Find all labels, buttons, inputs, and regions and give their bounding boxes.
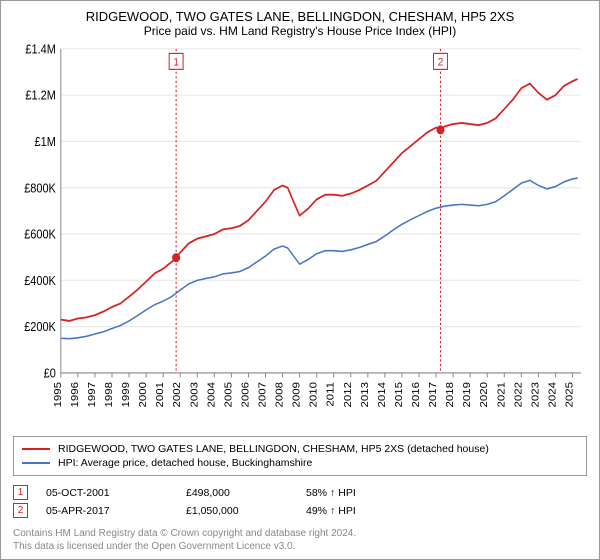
svg-text:2024: 2024	[547, 382, 558, 407]
sale-price-1: £498,000	[186, 487, 306, 499]
svg-text:£1.4M: £1.4M	[25, 43, 55, 57]
svg-text:£400K: £400K	[24, 274, 56, 288]
sale-date-1: 05-OCT-2001	[46, 487, 186, 499]
legend-item-2: HPI: Average price, detached house, Buck…	[22, 457, 578, 469]
svg-text:1996: 1996	[70, 382, 81, 407]
svg-text:2: 2	[438, 56, 444, 69]
svg-text:2015: 2015	[394, 382, 405, 407]
svg-text:£200K: £200K	[24, 321, 56, 335]
legend-label-1: RIDGEWOOD, TWO GATES LANE, BELLINGDON, C…	[58, 443, 489, 455]
footer: Contains HM Land Registry data © Crown c…	[13, 527, 587, 553]
footer-line-2: This data is licensed under the Open Gov…	[13, 540, 587, 553]
legend-swatch-2	[22, 462, 50, 464]
chart-area: £0 £200K £400K £600K £800K £1M £1.2M £1.4M 1995…	[13, 42, 587, 430]
svg-text:1998: 1998	[104, 382, 115, 407]
svg-text:2003: 2003	[189, 382, 200, 407]
legend-label-2: HPI: Average price, detached house, Buck…	[58, 457, 312, 469]
footer-line-1: Contains HM Land Registry data © Crown c…	[13, 527, 587, 540]
svg-text:£1M: £1M	[35, 135, 56, 149]
arrow-up-icon: ↑	[330, 505, 335, 517]
svg-text:1995: 1995	[52, 382, 63, 407]
sales-table: 1 05-OCT-2001 £498,000 58% ↑ HPI 2 05-AP…	[13, 482, 587, 521]
sale-delta-1: 58% ↑ HPI	[306, 487, 356, 499]
arrow-up-icon: ↑	[330, 487, 335, 499]
chart-container: RIDGEWOOD, TWO GATES LANE, BELLINGDON, C…	[0, 0, 600, 560]
svg-text:2005: 2005	[223, 382, 234, 407]
svg-text:2017: 2017	[428, 382, 439, 407]
svg-text:2000: 2000	[138, 382, 149, 407]
svg-text:2018: 2018	[445, 382, 456, 407]
chart-title: RIDGEWOOD, TWO GATES LANE, BELLINGDON, C…	[13, 9, 587, 24]
svg-text:£600K: £600K	[24, 228, 56, 242]
svg-text:2016: 2016	[411, 382, 422, 407]
svg-text:1: 1	[173, 56, 179, 69]
legend-item-1: RIDGEWOOD, TWO GATES LANE, BELLINGDON, C…	[22, 443, 578, 455]
svg-text:2012: 2012	[342, 382, 353, 407]
legend: RIDGEWOOD, TWO GATES LANE, BELLINGDON, C…	[13, 436, 587, 476]
svg-text:2006: 2006	[240, 382, 251, 407]
svg-text:2020: 2020	[479, 382, 490, 407]
svg-text:2014: 2014	[377, 382, 388, 407]
svg-text:2025: 2025	[564, 382, 575, 407]
sale-row-2: 2 05-APR-2017 £1,050,000 49% ↑ HPI	[13, 503, 587, 518]
sale-index-1: 1	[13, 485, 28, 500]
legend-swatch-1	[22, 448, 50, 450]
chart-subtitle: Price paid vs. HM Land Registry's House …	[13, 24, 587, 38]
svg-text:2002: 2002	[172, 382, 183, 407]
svg-text:2013: 2013	[359, 382, 370, 407]
svg-text:2004: 2004	[206, 382, 217, 407]
svg-text:2011: 2011	[325, 382, 336, 407]
sale-delta-2: 49% ↑ HPI	[306, 505, 356, 517]
svg-text:2008: 2008	[274, 382, 285, 407]
svg-text:2001: 2001	[155, 382, 166, 407]
svg-text:2009: 2009	[291, 382, 302, 407]
svg-text:2010: 2010	[308, 382, 319, 407]
chart-svg: £0 £200K £400K £600K £800K £1M £1.2M £1.4M 1995…	[13, 42, 587, 430]
svg-text:1999: 1999	[121, 382, 132, 407]
sale-row-1: 1 05-OCT-2001 £498,000 58% ↑ HPI	[13, 485, 587, 500]
sale-price-2: £1,050,000	[186, 505, 306, 517]
sale-index-2: 2	[13, 503, 28, 518]
svg-text:2021: 2021	[496, 382, 507, 407]
svg-text:£1.2M: £1.2M	[25, 89, 55, 103]
svg-text:2007: 2007	[257, 382, 268, 407]
svg-text:1997: 1997	[87, 382, 98, 407]
svg-text:2023: 2023	[530, 382, 541, 407]
svg-text:£800K: £800K	[24, 182, 56, 196]
svg-text:£0: £0	[44, 367, 57, 381]
sale-date-2: 05-APR-2017	[46, 505, 186, 517]
svg-text:2022: 2022	[513, 382, 524, 407]
svg-text:2019: 2019	[462, 382, 473, 407]
